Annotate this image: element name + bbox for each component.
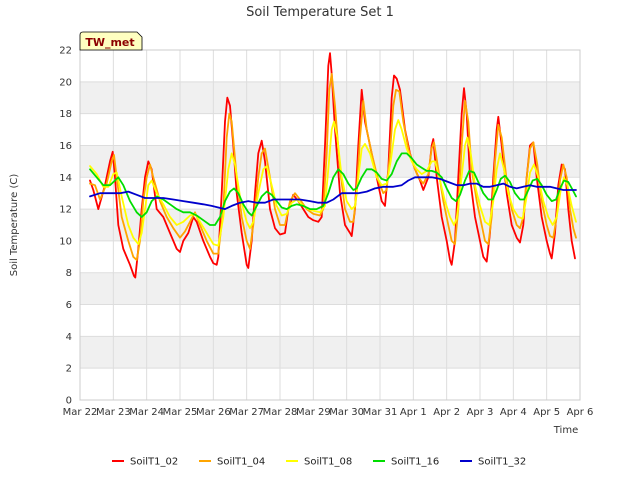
series-lines <box>89 52 577 279</box>
x-tick-label: Mar 31 <box>363 407 398 418</box>
y-axis-title: Soil Temperature (C) <box>9 174 20 277</box>
x-tick-label: Mar 28 <box>263 407 298 418</box>
plot-background-bands <box>80 81 580 369</box>
y-tick-label: 10 <box>59 236 72 247</box>
x-tick-label: Mar 26 <box>196 407 231 418</box>
legend-label: SoilT1_08 <box>304 457 352 468</box>
series-line-soilt1_08 <box>89 119 577 247</box>
x-tick-label: Apr 4 <box>500 407 527 418</box>
y-tick-label: 2 <box>66 364 72 375</box>
plot-frame <box>79 49 581 401</box>
series-line-soilt1_02 <box>89 52 576 279</box>
y-tick-label: 22 <box>59 46 72 57</box>
x-tick-label: Mar 27 <box>229 407 264 418</box>
legend-label: SoilT1_02 <box>130 457 178 468</box>
x-tick-label: Mar 22 <box>63 407 98 418</box>
x-tick-label: Mar 29 <box>296 407 331 418</box>
legend-label: SoilT1_04 <box>217 457 265 468</box>
background-band <box>80 336 580 369</box>
x-tick-label: Apr 6 <box>567 407 594 418</box>
y-tick-label: 14 <box>59 173 72 184</box>
y-tick-label: 4 <box>66 332 72 343</box>
legend-item: SoilT1_02 <box>112 457 178 468</box>
x-tick-label: Mar 24 <box>129 407 164 418</box>
x-tick-label: Apr 5 <box>533 407 560 418</box>
y-tick-label: 0 <box>66 396 72 407</box>
y-tick-label: 6 <box>66 300 72 311</box>
x-axis-title: Time <box>553 425 578 436</box>
x-tick-label: Mar 23 <box>96 407 131 418</box>
background-band <box>80 209 580 241</box>
chart-title: Soil Temperature Set 1 <box>246 5 394 20</box>
y-tick-label: 18 <box>59 109 72 120</box>
y-tick-label: 12 <box>59 205 72 216</box>
series-line-soilt1_04 <box>89 73 577 261</box>
y-tick-label: 8 <box>66 268 72 279</box>
y-tick-label: 16 <box>59 141 72 152</box>
legend-label: SoilT1_32 <box>478 457 526 468</box>
badge-label: TW_met <box>85 36 134 49</box>
x-tick-label: Mar 30 <box>329 407 364 418</box>
background-band <box>80 272 580 305</box>
x-tick-label: Apr 2 <box>433 407 460 418</box>
legend-item: SoilT1_08 <box>286 457 352 468</box>
legend-item: SoilT1_04 <box>199 457 265 468</box>
series-line-soilt1_16 <box>89 152 577 226</box>
y-axis-ticks: 0 2 4 6 8 10 12 14 16 18 20 22 <box>59 46 72 407</box>
legend-label: SoilT1_16 <box>391 457 439 468</box>
legend: SoilT1_02 SoilT1_04 SoilT1_08 SoilT1_16 Soil… <box>112 457 526 468</box>
y-tick-label: 20 <box>59 77 72 88</box>
x-tick-label: Apr 1 <box>400 407 427 418</box>
badge-box <box>79 31 143 51</box>
legend-item: SoilT1_16 <box>373 457 439 468</box>
x-tick-label: Mar 25 <box>163 407 198 418</box>
series-line-soilt1_32 <box>89 176 577 210</box>
x-tick-label: Apr 3 <box>467 407 494 418</box>
legend-item: SoilT1_32 <box>460 457 526 468</box>
station-badge: TW_met <box>79 31 143 51</box>
